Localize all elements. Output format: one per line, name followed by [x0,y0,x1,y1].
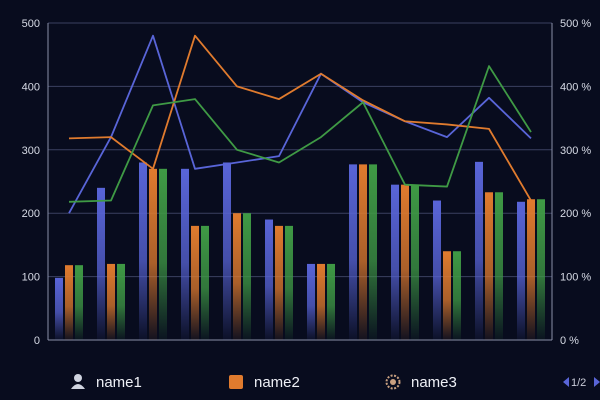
legend-item-name2[interactable]: name2 [229,374,300,391]
legend-label: name2 [254,374,300,391]
bar-name2[interactable] [65,265,73,340]
bar-name2[interactable] [149,168,157,340]
right-tick-label: 200 % [560,208,591,220]
line-name1[interactable] [68,34,532,214]
legend-pager[interactable]: 1/2 [563,377,600,389]
bar-name1[interactable] [139,162,147,340]
legend-item-name1[interactable]: name1 [71,374,142,391]
bar-name2[interactable] [359,164,367,340]
right-tick-label: 400 % [560,81,591,93]
legend-label: name1 [96,374,142,391]
legend-item-name3[interactable]: name3 [385,374,457,391]
right-tick-label: 300 % [560,145,591,157]
bar-name2[interactable] [275,225,283,340]
bar-name1[interactable] [475,161,483,340]
bar-name3[interactable] [369,164,377,340]
left-tick-label: 0 [34,335,40,347]
right-tick-label: 0 % [560,335,579,347]
bar-name1[interactable] [265,219,273,340]
bar-name1[interactable] [517,201,525,340]
bar-name3[interactable] [159,168,167,340]
bar-name2[interactable] [527,199,535,340]
bar-name3[interactable] [75,265,83,340]
bar-name2[interactable] [191,225,199,340]
bar-name1[interactable] [181,168,189,340]
left-tick-label: 300 [22,145,40,157]
line-name2[interactable] [68,34,532,201]
bar-name1[interactable] [349,164,357,340]
bar-name1[interactable] [433,200,441,340]
legend: name1 name2 name3 [71,374,457,391]
bar-name1[interactable] [97,187,105,340]
axes: 0 100 200 300 400 500 0 % 100 % 200 % 300 % 400 % 5… [22,18,592,347]
left-tick-label: 100 [22,272,40,284]
bar-name1[interactable] [391,184,399,340]
bar-name3[interactable] [117,263,125,340]
user-icon [71,374,85,389]
bar-name3[interactable] [243,213,251,340]
legend-label: name3 [411,374,457,391]
pager-label: 1/2 [571,377,586,389]
left-tick-label: 400 [22,81,40,93]
line-series [68,34,532,214]
bar-name1[interactable] [55,277,63,340]
left-tick-label: 200 [22,208,40,220]
right-tick-label: 500 % [560,18,591,30]
left-tick-label: 500 [22,18,40,30]
bar-series [55,161,545,340]
bar-name3[interactable] [495,192,503,340]
bar-name1[interactable] [307,263,315,340]
bar-name2[interactable] [401,184,409,340]
bar-name3[interactable] [201,225,209,340]
bar-name2[interactable] [233,213,241,340]
bar-name3[interactable] [285,225,293,340]
bar-name3[interactable] [453,251,461,340]
prev-page-icon[interactable] [563,377,569,387]
bar-name2[interactable] [485,192,493,340]
bar-name3[interactable] [537,199,545,340]
line-name3[interactable] [68,65,532,203]
bar-name2[interactable] [107,263,115,340]
next-page-icon[interactable] [594,377,600,387]
bar-name2[interactable] [443,251,451,340]
square-icon [229,375,243,389]
bar-name3[interactable] [411,184,419,340]
right-tick-label: 100 % [560,272,591,284]
badge-icon [385,374,401,390]
bar-name1[interactable] [223,162,231,340]
bar-name3[interactable] [327,263,335,340]
bar-name2[interactable] [317,263,325,340]
